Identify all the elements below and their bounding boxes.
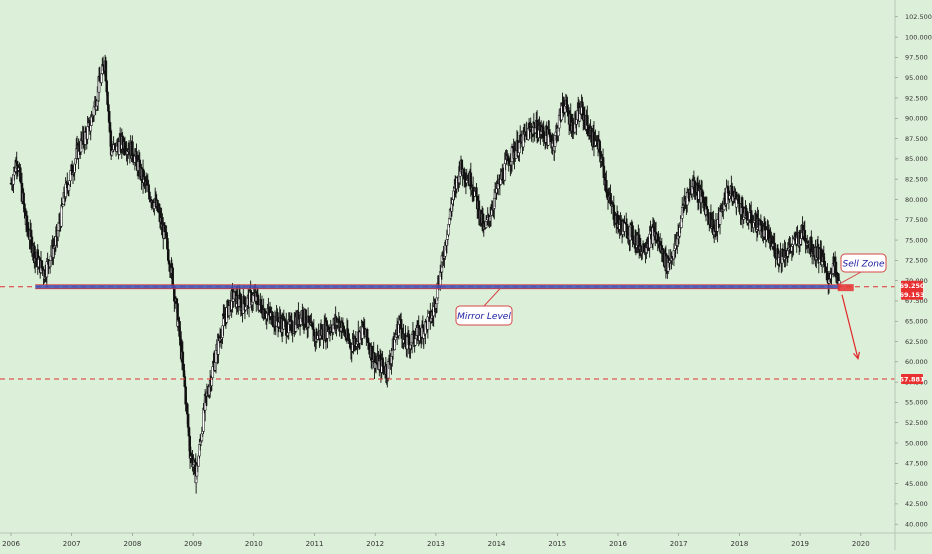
price-tick-label: 87.500 <box>905 135 928 143</box>
time-tick-label: 2012 <box>366 540 384 548</box>
time-tick-label: 2016 <box>609 540 627 548</box>
time-tick-label: 2006 <box>2 540 20 548</box>
candle-body <box>104 60 108 82</box>
sell-zone-callout <box>840 253 887 273</box>
time-tick-label: 2018 <box>730 540 748 548</box>
candle-body <box>759 220 763 226</box>
candle-body <box>475 187 478 197</box>
mirror-level-label: Mirror Level <box>457 312 511 322</box>
time-tick-label: 2008 <box>123 540 141 548</box>
price-tick-label: 40.000 <box>905 521 928 529</box>
sell-zone-label: Sell Zone <box>842 260 884 270</box>
price-tick-label: 82.500 <box>905 175 928 183</box>
time-axis[interactable]: 2006 2007 2008 2009 2010 2011 2012 2013 2014 2015… <box>0 532 932 548</box>
candle-body <box>414 338 417 346</box>
price-tag-label: 69.153 <box>899 291 924 299</box>
price-tick-label: 72.500 <box>905 257 928 265</box>
time-tick-label: 2011 <box>306 540 324 548</box>
candle-body <box>22 192 25 205</box>
time-tick-label: 2017 <box>670 540 688 548</box>
price-tick-label: 50.000 <box>905 439 928 447</box>
price-tick-label: 62.500 <box>905 338 928 346</box>
price-tick-label: 47.500 <box>905 460 928 468</box>
price-tick-label: 67.500 <box>905 297 928 305</box>
levels-layer <box>0 284 895 380</box>
price-tag-box <box>901 280 923 291</box>
price-tick-label: 75.000 <box>905 236 928 244</box>
price-axis[interactable]: 102.500 100.000 97.500 95.000 92.500 90.000 87… <box>894 0 932 550</box>
price-tag-box <box>901 289 923 300</box>
price-tick-label: 52.500 <box>905 419 928 427</box>
candle-body <box>304 309 307 326</box>
candle-body <box>86 126 89 140</box>
price-tag-label: 57.881 <box>899 375 925 383</box>
candles-layer <box>9 54 841 494</box>
time-tick-label: 2019 <box>791 540 809 548</box>
mirror-level-callout <box>455 305 513 326</box>
price-tick-label: 42.500 <box>905 500 928 508</box>
time-tick-label: 2020 <box>852 540 870 548</box>
time-tick-label: 2013 <box>427 540 445 548</box>
candle-body <box>605 180 608 193</box>
candle-body <box>773 242 776 257</box>
candle-body <box>602 165 606 178</box>
candle-body <box>399 319 403 329</box>
time-tick-label: 2009 <box>184 540 202 548</box>
candle-body <box>67 184 71 191</box>
candle-body <box>40 260 44 269</box>
price-tick-label: 85.000 <box>905 155 928 163</box>
candle-body <box>89 125 92 132</box>
price-tick-label: 45.000 <box>905 480 928 488</box>
price-tick-label: 90.000 <box>905 115 928 123</box>
time-tick-label: 2014 <box>488 540 506 548</box>
price-tick-label: 92.500 <box>905 94 928 102</box>
candle-body <box>181 351 185 365</box>
price-tag-box <box>901 374 923 385</box>
current-price-marker <box>837 284 854 292</box>
price-tick-label: 80.000 <box>905 196 928 204</box>
sell-callout-pointer <box>837 271 862 286</box>
candle-body <box>834 261 838 274</box>
time-tick-label: 2015 <box>548 540 566 548</box>
price-tick-label: 100.000 <box>905 33 932 41</box>
price-tick-label: 102.500 <box>905 13 932 21</box>
time-tick-label: 2007 <box>63 540 81 548</box>
mirror-callout-pointer <box>483 288 501 307</box>
down-arrow-shaft <box>841 294 859 359</box>
candle-body <box>232 298 235 302</box>
price-tick-label: 95.000 <box>905 74 928 82</box>
price-tick-label: 60.000 <box>905 358 928 366</box>
candle-body <box>244 306 248 311</box>
mirror-level-band <box>35 284 840 289</box>
candle-body <box>242 296 246 305</box>
candle-body <box>749 210 753 224</box>
price-tag-label: 69.250 <box>899 282 925 290</box>
price-tick-label: 65.000 <box>905 318 928 326</box>
price-tick-label: 55.000 <box>905 399 928 407</box>
price-tick-label: 77.500 <box>905 216 928 224</box>
down-arrow-head <box>853 351 861 361</box>
price-tick-label: 97.500 <box>905 54 928 62</box>
time-tick-label: 2010 <box>245 540 263 548</box>
